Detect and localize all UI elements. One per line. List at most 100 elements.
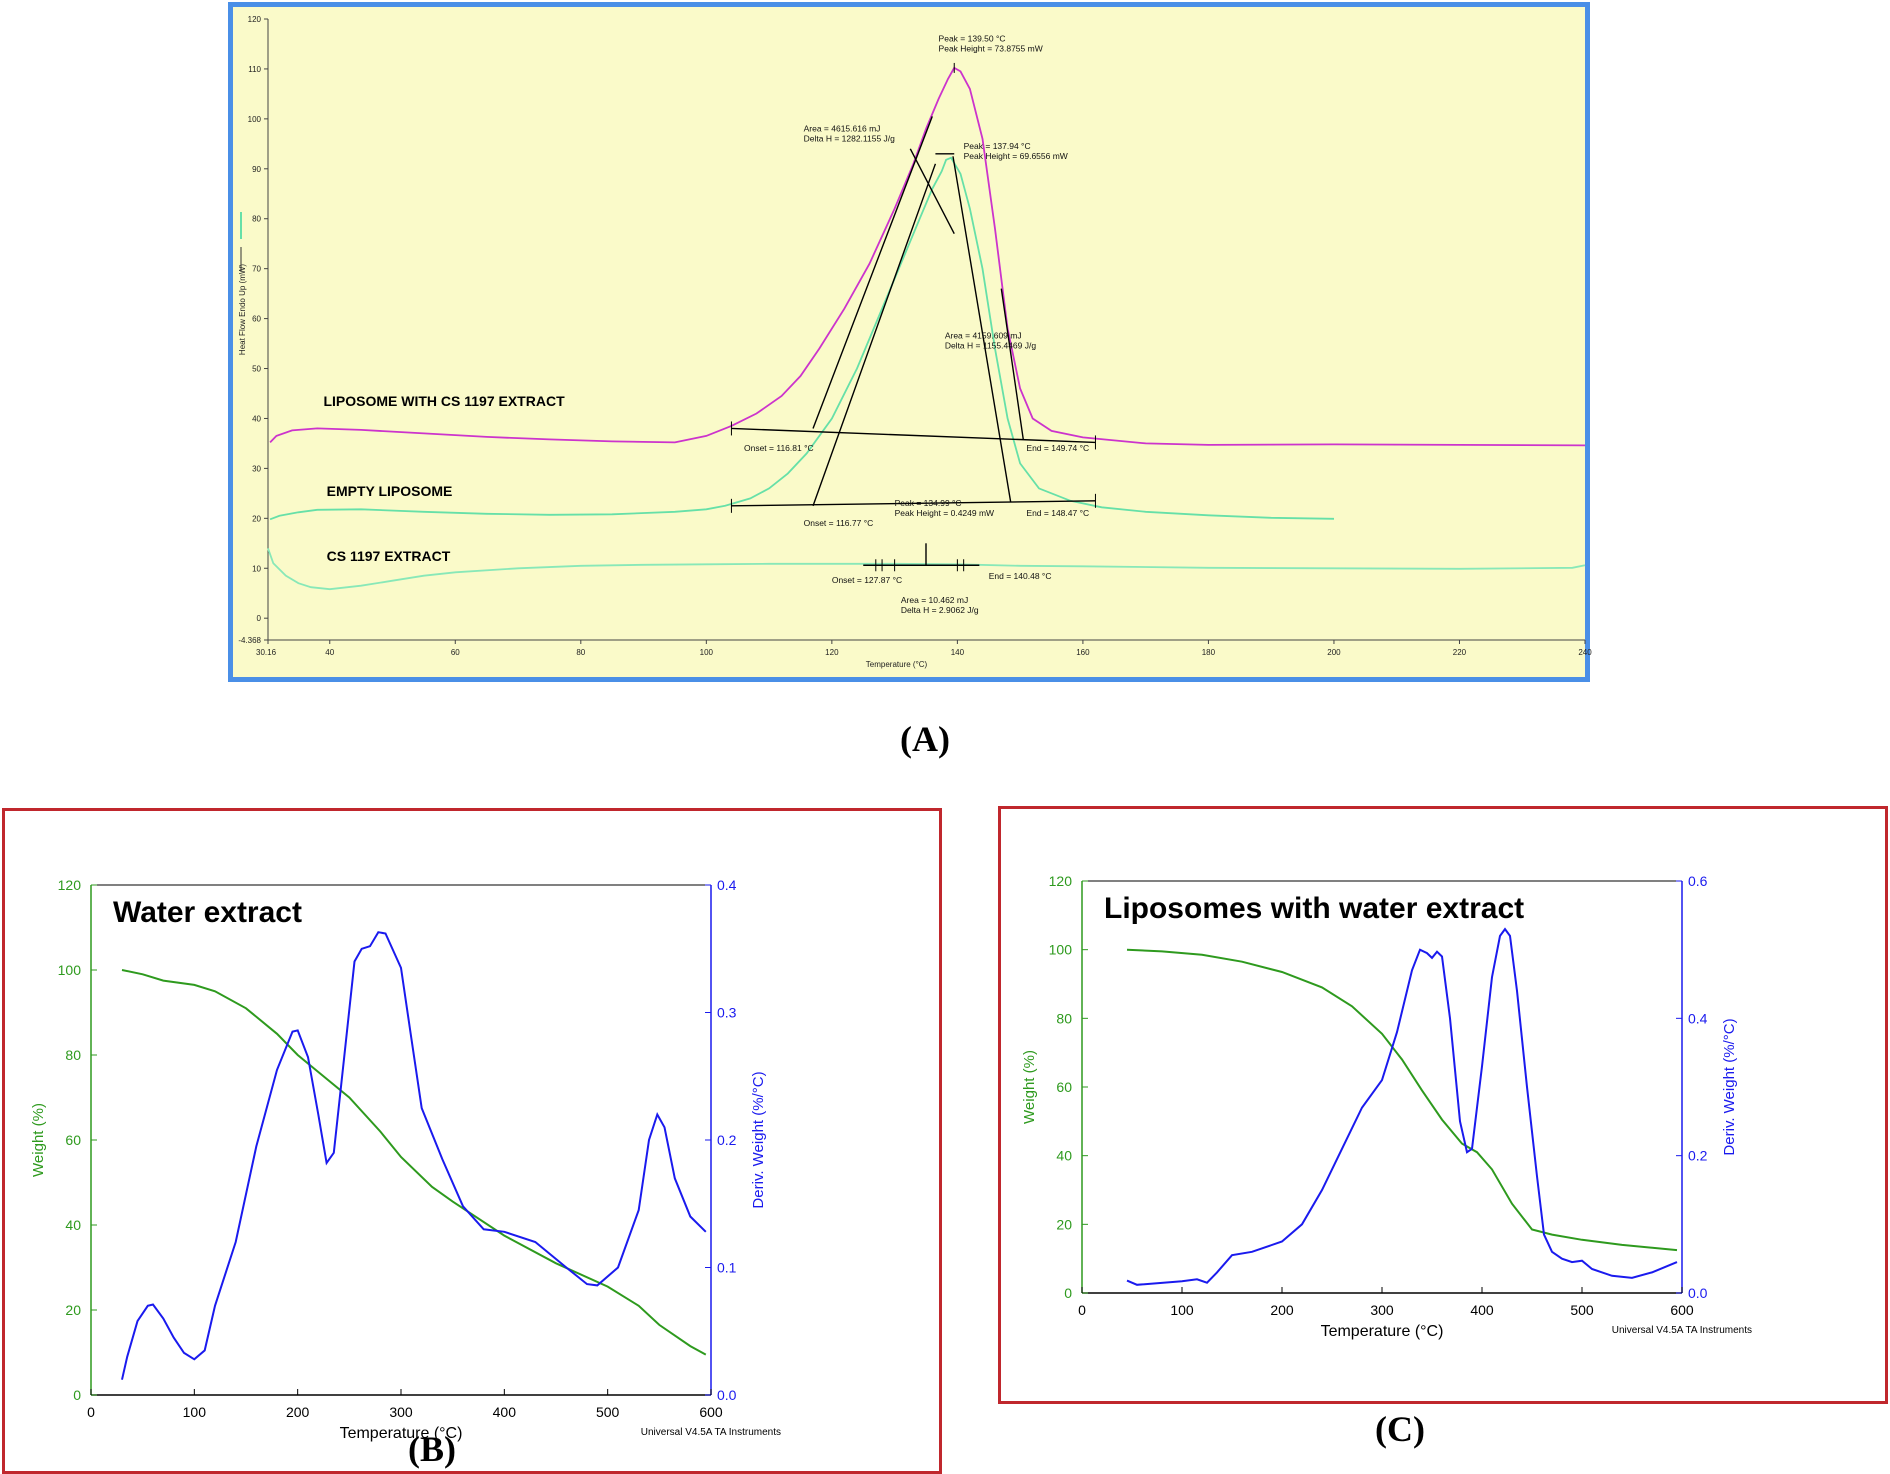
tga-water-extract-svg: 0 20 40 60 80 100 120 0.0 0.1 0.2 0.3 0.4 0 100 200 300… bbox=[30, 877, 781, 1442]
deriv-weight-series-line bbox=[1126, 927, 1678, 1286]
y-tick-label: 40 bbox=[252, 414, 261, 423]
x-tick-label: 400 bbox=[1470, 1302, 1494, 1318]
left-tick-label: 100 bbox=[58, 962, 82, 978]
left-axis-label: Weight (%) bbox=[30, 1103, 47, 1177]
y-tick-label: 30 bbox=[252, 464, 261, 473]
x-tick-label: 400 bbox=[493, 1404, 517, 1420]
y-tick-label: 90 bbox=[252, 165, 261, 174]
annotation-text: Delta H = 1155.4469 J/g bbox=[945, 341, 1037, 351]
deriv-weight-series-line bbox=[121, 931, 707, 1380]
curve-label: CS 1197 EXTRACT bbox=[327, 548, 451, 564]
caption-a: (A) bbox=[900, 719, 950, 759]
x-tick-label: 200 bbox=[286, 1404, 310, 1420]
x-tick-label: 0 bbox=[87, 1404, 95, 1420]
series-line-1 bbox=[269, 66, 1586, 447]
baseline-liposome-cs bbox=[731, 427, 1096, 444]
right-tick-label: 0.0 bbox=[717, 1387, 737, 1403]
annotation-text: Area = 10.462 mJ bbox=[901, 595, 968, 605]
right-axis-label: Deriv. Weight (%/°C) bbox=[1721, 1018, 1738, 1155]
series-line-2 bbox=[269, 156, 1335, 521]
annotation-text: Onset = 116.81 °C bbox=[744, 443, 814, 453]
x-axis-label: Temperature (°C) bbox=[866, 660, 928, 669]
y-axis-label: Heat Flow Endo Up (mW) bbox=[238, 264, 247, 355]
chart-title: Water extract bbox=[113, 896, 302, 929]
x-tick-label: 200 bbox=[1327, 648, 1341, 657]
x-tick-label: 140 bbox=[951, 648, 965, 657]
x-tick-label: 180 bbox=[1202, 648, 1216, 657]
annotation-text: Area = 4615.616 mJ bbox=[804, 123, 881, 133]
annotation-text: Peak = 134.99 °C bbox=[895, 498, 962, 508]
x-tick-label: 120 bbox=[825, 648, 839, 657]
right-tick-label: 0.2 bbox=[1688, 1148, 1708, 1164]
right-tick-label: 0.6 bbox=[1688, 873, 1708, 889]
left-tick-label: 20 bbox=[1056, 1216, 1072, 1232]
y-tick-label: 80 bbox=[252, 215, 261, 224]
x-axis-label: Temperature (°C) bbox=[340, 1425, 463, 1442]
dsc-chart-svg: -4.368 0 10 20 30 40 50 60 70 80 90 100 110 120 30.16 4… bbox=[238, 15, 1592, 669]
y-tick-label: 20 bbox=[252, 514, 261, 523]
instrument-credit: Universal V4.5A TA Instruments bbox=[1612, 1325, 1752, 1336]
end-tangent-empty bbox=[952, 156, 1012, 503]
annotation-text: Onset = 127.87 °C bbox=[832, 575, 902, 585]
left-tick-label: 100 bbox=[1049, 942, 1073, 958]
left-tick-label: 20 bbox=[65, 1302, 81, 1318]
x-tick-label: 60 bbox=[451, 648, 460, 657]
annotation-text: Peak = 137.94 °C bbox=[964, 141, 1031, 151]
onset-tangent-liposome-cs bbox=[812, 116, 933, 429]
x-tick-label: 200 bbox=[1270, 1302, 1294, 1318]
annotation-text: Onset = 116.77 °C bbox=[804, 518, 874, 528]
weight-series-line bbox=[1126, 948, 1678, 1252]
y-tick-label: 0 bbox=[257, 614, 262, 623]
left-tick-label: 40 bbox=[65, 1217, 81, 1233]
end-tangent-liposome-cs bbox=[1000, 288, 1024, 440]
x-tick-label: 100 bbox=[700, 648, 714, 657]
onset-tangent-empty bbox=[812, 163, 937, 507]
x-tick-label: 240 bbox=[1578, 648, 1592, 657]
annotation-text: Peak Height = 69.6556 mW bbox=[964, 151, 1068, 161]
x-tick-label: 300 bbox=[1370, 1302, 1394, 1318]
x-tick-label: 100 bbox=[183, 1404, 207, 1420]
left-tick-label: 80 bbox=[1056, 1010, 1072, 1026]
annotation-text: Peak Height = 73.8755 mW bbox=[939, 43, 1043, 53]
x-tick-label: 80 bbox=[576, 648, 585, 657]
left-tick-label: 120 bbox=[58, 877, 82, 893]
x-tick-label: 0 bbox=[1078, 1302, 1086, 1318]
baseline-empty bbox=[731, 500, 1096, 507]
left-tick-label: 0 bbox=[1064, 1285, 1072, 1301]
x-tick-label: 30.16 bbox=[256, 648, 277, 657]
series-line-3 bbox=[267, 548, 1586, 591]
left-axis-label: Weight (%) bbox=[1021, 1050, 1038, 1124]
dsc-chart-panel: -4.368 0 10 20 30 40 50 60 70 80 90 100 110 120 30.16 4… bbox=[228, 2, 1592, 682]
peak-drop-liposome-cs bbox=[909, 148, 955, 235]
x-axis-label: Temperature (°C) bbox=[1321, 1323, 1444, 1340]
x-tick-label: 500 bbox=[596, 1404, 620, 1420]
y-tick-label: 110 bbox=[248, 65, 261, 74]
caption-c: (C) bbox=[1375, 1409, 1425, 1449]
y-tick-label: 50 bbox=[252, 365, 261, 374]
annotation-text: Area = 4159.609 mJ bbox=[945, 331, 1022, 341]
x-tick-label: 220 bbox=[1453, 648, 1467, 657]
right-tick-label: 0.0 bbox=[1688, 1285, 1708, 1301]
annotation-text: Peak = 139.50 °C bbox=[939, 33, 1006, 43]
annotation-text: End = 140.48 °C bbox=[989, 571, 1052, 581]
left-tick-label: 0 bbox=[73, 1387, 81, 1403]
tga-liposomes-panel: 0 20 40 60 80 100 120 0.0 0.2 0.4 0.6 0 100 200 300 400… bbox=[998, 806, 1888, 1404]
y-tick-label: 10 bbox=[252, 564, 261, 573]
right-tick-label: 0.3 bbox=[717, 1005, 737, 1021]
right-axis-label: Deriv. Weight (%/°C) bbox=[750, 1071, 767, 1208]
y-tick-label: 70 bbox=[252, 265, 261, 274]
annotation-text: Delta H = 2.9062 J/g bbox=[901, 605, 979, 615]
right-tick-label: 0.4 bbox=[1688, 1010, 1708, 1026]
x-tick-label: 600 bbox=[699, 1404, 723, 1420]
y-tick-label: 60 bbox=[252, 315, 261, 324]
annotation-text: End = 148.47 °C bbox=[1026, 508, 1089, 518]
left-tick-label: 60 bbox=[1056, 1079, 1072, 1095]
right-tick-label: 0.2 bbox=[717, 1132, 737, 1148]
annotation-text: Delta H = 1282.1155 J/g bbox=[804, 133, 896, 143]
x-tick-label: 500 bbox=[1570, 1302, 1594, 1318]
chart-title: Liposomes with water extract bbox=[1104, 892, 1524, 925]
x-tick-label: 100 bbox=[1170, 1302, 1194, 1318]
weight-series-line bbox=[121, 969, 707, 1356]
x-tick-label: 160 bbox=[1076, 648, 1090, 657]
y-tick-label: 120 bbox=[248, 15, 262, 24]
